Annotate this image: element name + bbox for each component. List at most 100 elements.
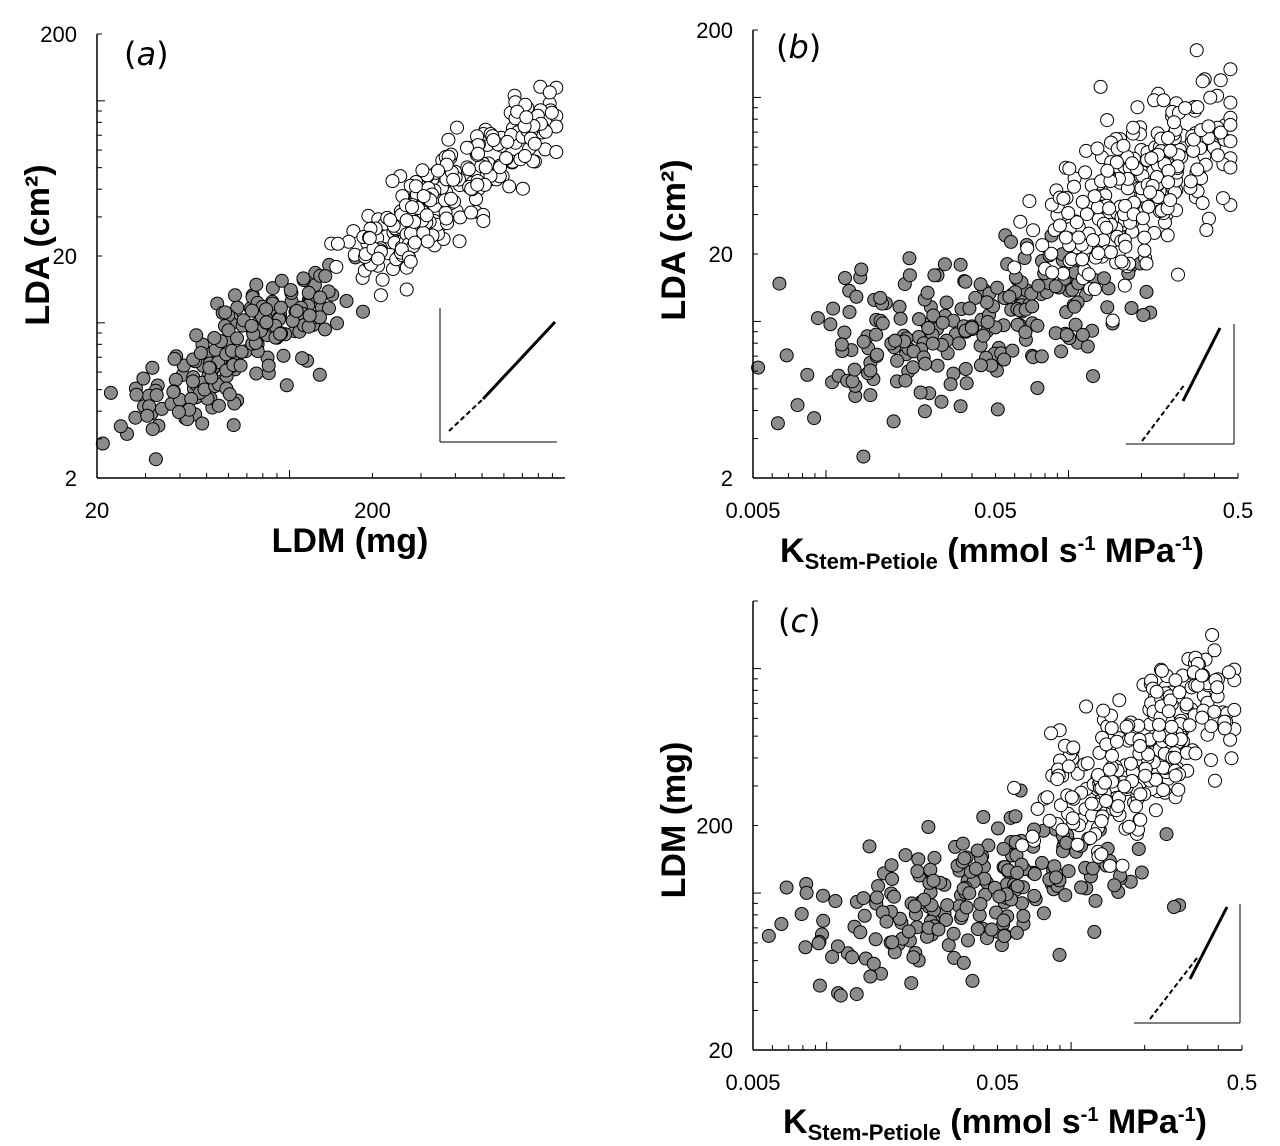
open-point <box>1117 278 1132 293</box>
filled-point <box>259 315 274 330</box>
x-tick-label: 0.005 <box>725 1070 780 1095</box>
open-point <box>1084 796 1099 811</box>
filled-point <box>1031 278 1046 293</box>
open-point <box>1070 837 1085 852</box>
open-point <box>1227 702 1242 717</box>
filled-point <box>952 336 966 351</box>
y-tick-label: 2 <box>721 466 733 491</box>
filled-point <box>997 352 1012 367</box>
filled-point <box>921 321 936 335</box>
axes-a: 20 200 2 20 200 <box>40 22 565 523</box>
open-point <box>1161 131 1175 145</box>
filled-point <box>907 899 922 914</box>
open-point <box>1035 238 1050 253</box>
points-c <box>761 628 1242 1003</box>
open-point <box>1064 790 1079 805</box>
open-point <box>1186 132 1201 147</box>
open-point <box>1075 194 1090 209</box>
open-point <box>1163 143 1178 158</box>
filled-point <box>962 886 977 901</box>
y-axis-title-b: LDA (cm²) <box>655 159 693 320</box>
filled-point <box>790 398 805 413</box>
filled-point <box>207 331 222 345</box>
open-point <box>399 213 414 228</box>
open-point <box>1152 717 1166 732</box>
panel-c: 0.005 0.05 0.5 20 200 (c) KStem-Petiole (mmo… <box>655 600 1257 1145</box>
filled-point <box>935 315 950 330</box>
filled-point <box>1080 339 1095 354</box>
open-point <box>450 120 464 135</box>
filled-point <box>1067 299 1082 314</box>
y-axis-title-c: LDM (mg) <box>655 742 693 899</box>
open-point <box>1058 230 1073 245</box>
filled-point <box>939 912 953 927</box>
open-point <box>1066 740 1081 755</box>
filled-point <box>823 317 838 332</box>
filled-point <box>863 388 878 403</box>
open-point <box>1135 211 1150 226</box>
open-point <box>1087 189 1102 204</box>
filled-point <box>1027 867 1042 881</box>
open-point <box>1201 211 1216 226</box>
x-axis-sup-b-b: -1 <box>1175 533 1193 555</box>
filled-point <box>902 268 917 283</box>
filled-point <box>339 294 354 308</box>
filled-point <box>996 841 1011 856</box>
filled-point <box>830 939 845 954</box>
open-point <box>1133 787 1148 802</box>
filled-point <box>826 301 841 316</box>
filled-point <box>276 348 291 363</box>
filled-point <box>195 416 210 431</box>
filled-point <box>1027 888 1042 903</box>
inset-fit-solid-c <box>1188 906 1229 980</box>
filled-point <box>245 303 259 318</box>
open-point <box>371 251 385 266</box>
filled-point <box>845 950 860 965</box>
axes-b: 0.005 0.05 0.5 2 20 200 <box>696 18 1253 523</box>
inset-a <box>439 308 557 443</box>
filled-point <box>318 322 332 337</box>
filled-point <box>958 274 973 289</box>
filled-point <box>887 889 901 904</box>
open-point <box>1022 194 1037 209</box>
open-point <box>1154 663 1169 678</box>
panel-label-c: (c) <box>778 602 821 640</box>
filled-point <box>866 956 881 971</box>
open-point <box>419 208 434 223</box>
x-axis-sup-a-b: -1 <box>1078 533 1096 555</box>
filled-point <box>812 978 827 993</box>
x-tick-label: 200 <box>354 498 391 523</box>
filled-point <box>912 312 926 327</box>
filled-point <box>1052 947 1067 962</box>
filled-point <box>901 924 916 939</box>
filled-point <box>946 926 961 941</box>
filled-point <box>103 385 118 400</box>
filled-point <box>990 402 1005 417</box>
panel-letter-a: a <box>136 35 156 73</box>
filled-point <box>799 885 814 900</box>
filled-point <box>296 271 311 286</box>
open-point <box>1156 783 1171 797</box>
filled-point <box>960 933 975 948</box>
filled-point <box>863 969 878 984</box>
filled-point <box>318 269 333 284</box>
filled-point <box>1068 317 1083 332</box>
filled-point <box>274 273 289 288</box>
filled-point <box>1009 925 1024 940</box>
x-axis-sub-c: Stem-Petiole <box>808 1120 941 1145</box>
filled-point <box>1030 381 1045 395</box>
open-point <box>1116 138 1131 153</box>
open-point <box>420 234 435 249</box>
open-point <box>1044 246 1059 261</box>
filled-point <box>828 894 843 908</box>
open-point <box>1223 134 1238 149</box>
x-tick-label: 0.05 <box>974 498 1017 523</box>
filled-point <box>1054 344 1069 359</box>
filled-point <box>221 323 236 338</box>
y-axis-title-a: LDA (cm²) <box>19 164 57 325</box>
filled-point <box>842 305 857 319</box>
filled-point <box>779 880 794 895</box>
filled-point <box>970 843 985 858</box>
filled-point <box>893 311 908 326</box>
filled-point <box>233 358 248 373</box>
